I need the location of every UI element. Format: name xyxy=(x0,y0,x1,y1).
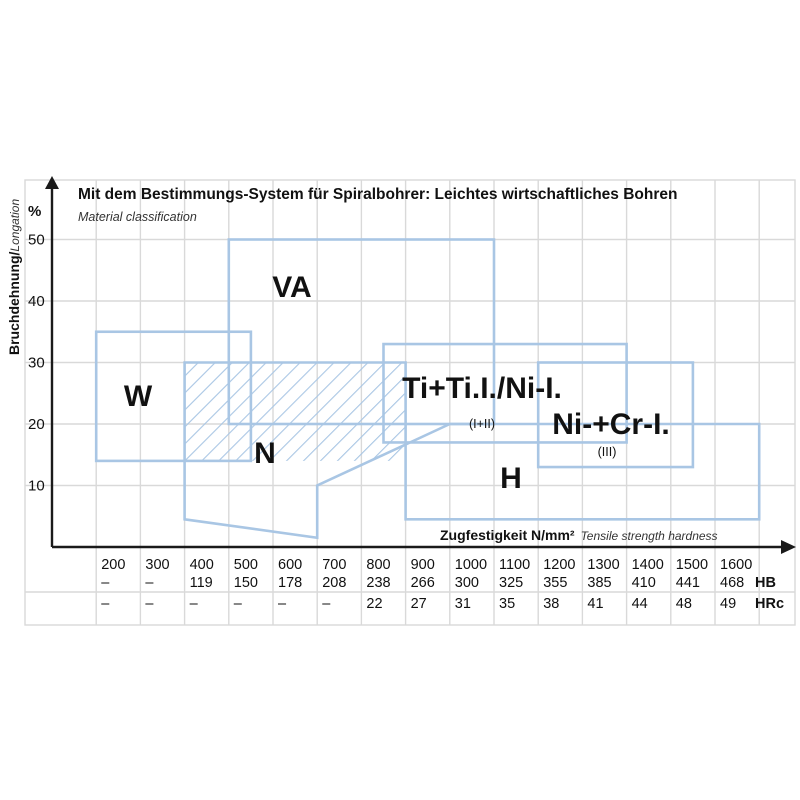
y-tick-label: 20 xyxy=(28,416,45,433)
x-axis-title: Zugfestigkeit N/mm² Tensile strength hard… xyxy=(440,527,718,543)
x-tick-tensile: 200 xyxy=(101,557,125,573)
x-tick-hb: 325 xyxy=(499,575,523,591)
region-label: W xyxy=(124,380,153,413)
x-tick-hrc: 35 xyxy=(499,596,515,612)
region-label: Ti+Ti.I./Ni-I. xyxy=(402,372,562,405)
y-axis-title-bold: Bruchdehnung/ xyxy=(6,251,22,355)
x-tick-hb: 300 xyxy=(455,575,479,591)
x-tick-hrc: 44 xyxy=(632,596,648,612)
region-label: VA xyxy=(272,271,311,304)
x-tick-hb: 119 xyxy=(190,575,213,591)
x-tick-tensile: 900 xyxy=(411,557,435,573)
region-ti-ti-i-ni-i xyxy=(382,342,628,444)
x-tick-hrc: 22 xyxy=(366,596,382,612)
x-tick-tensile: 1400 xyxy=(632,557,664,573)
x-tick-tensile: 1300 xyxy=(587,557,619,573)
x-tick-tensile: 1200 xyxy=(543,557,575,573)
y-tick-label: 30 xyxy=(28,355,45,372)
x-tick-hrc: 31 xyxy=(455,596,471,612)
x-tick-tensile: 1000 xyxy=(455,557,487,573)
y-tick-label: 10 xyxy=(28,478,45,495)
axes xyxy=(45,176,796,554)
x-tick-hb: 468 xyxy=(720,575,744,591)
grid-frame xyxy=(24,179,796,626)
x-tick-hrc: – xyxy=(322,596,331,612)
x-tick-tensile: 700 xyxy=(322,557,346,573)
x-tick-hrc: – xyxy=(278,596,287,612)
x-tick-tensile: 1100 xyxy=(499,557,530,573)
x-tick-hrc: 38 xyxy=(543,596,559,612)
x-tick-hrc: – xyxy=(101,596,110,612)
region-sublabel: (III) xyxy=(598,445,617,459)
x-tick-hb: 385 xyxy=(587,575,611,591)
row-label-hrc: HRc xyxy=(755,596,784,612)
x-tick-hrc: 48 xyxy=(676,596,692,612)
x-axis-title-bold: Zugfestigkeit N/mm² xyxy=(440,527,575,543)
x-tick-hrc: 27 xyxy=(411,596,427,612)
chart-title: Mit dem Bestimmungs-System für Spiralboh… xyxy=(78,186,677,203)
x-axis-title-italic: Tensile strength hardness xyxy=(581,529,718,543)
y-axis-arrow xyxy=(45,176,59,189)
chart-text: Mit dem Bestimmungs-System für Spiralboh… xyxy=(6,186,784,612)
x-tick-hb: 410 xyxy=(632,575,656,591)
y-axis-title: Bruchdehnung/Longation xyxy=(6,199,22,355)
x-tick-hrc: – xyxy=(234,596,243,612)
row-label-hb: HB xyxy=(755,575,776,591)
y-unit-label: % xyxy=(28,203,41,220)
y-tick-label: 50 xyxy=(28,232,45,249)
region-w xyxy=(94,330,253,463)
region-h xyxy=(183,361,761,540)
x-tick-hrc: – xyxy=(190,596,199,612)
x-tick-tensile: 500 xyxy=(234,557,258,573)
region-n-hatch xyxy=(184,362,406,461)
x-tick-hb: 150 xyxy=(234,575,258,591)
x-tick-hb: 208 xyxy=(322,575,346,591)
x-tick-hrc: 41 xyxy=(587,596,603,612)
x-axis-arrow xyxy=(781,540,796,554)
region-label: Ni-+Cr-I. xyxy=(552,408,670,441)
x-tick-hb: 178 xyxy=(278,575,302,591)
x-tick-tensile: 400 xyxy=(190,557,214,573)
x-tick-tensile: 600 xyxy=(278,557,302,573)
x-tick-hb: – xyxy=(145,575,154,591)
material-regions xyxy=(94,238,761,540)
y-axis-title-italic: Longation xyxy=(8,199,22,252)
x-tick-tensile: 800 xyxy=(366,557,390,573)
region-label: N xyxy=(254,437,276,470)
x-tick-hb: – xyxy=(101,575,110,591)
x-tick-hb: 441 xyxy=(676,575,700,591)
x-tick-hrc: 49 xyxy=(720,596,736,612)
chart-subtitle: Material classification xyxy=(78,210,197,224)
x-tick-tensile: 300 xyxy=(145,557,169,573)
region-label: H xyxy=(500,462,522,495)
x-tick-hb: 355 xyxy=(543,575,567,591)
x-tick-tensile: 1500 xyxy=(676,557,708,573)
x-tick-hrc: – xyxy=(145,596,154,612)
region-ni-cr-i xyxy=(536,361,695,469)
y-tick-label: 40 xyxy=(28,293,45,310)
region-sublabel: (I+II) xyxy=(469,417,495,431)
x-tick-tensile: 1600 xyxy=(720,557,752,573)
x-tick-hb: 238 xyxy=(366,575,390,591)
x-tick-hb: 266 xyxy=(411,575,435,591)
